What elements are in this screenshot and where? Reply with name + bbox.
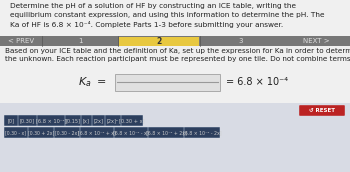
- FancyBboxPatch shape: [80, 127, 114, 138]
- Text: ↺ RESET: ↺ RESET: [309, 108, 335, 113]
- FancyBboxPatch shape: [54, 127, 79, 138]
- FancyBboxPatch shape: [184, 127, 219, 138]
- FancyBboxPatch shape: [5, 115, 18, 126]
- Text: 3: 3: [239, 38, 243, 44]
- Text: [2x]: [2x]: [93, 118, 104, 123]
- Text: Based on your ICE table and the definition of Ka, set up the expression for Ka i: Based on your ICE table and the definiti…: [5, 48, 350, 62]
- Text: [2x]²: [2x]²: [107, 118, 119, 123]
- Text: [0.30 - x]: [0.30 - x]: [6, 130, 27, 135]
- Text: 1: 1: [78, 38, 82, 44]
- Text: [0.30]: [0.30]: [20, 118, 35, 123]
- FancyBboxPatch shape: [105, 115, 121, 126]
- FancyBboxPatch shape: [114, 127, 148, 138]
- Bar: [0, 36, 350, 46]
- Text: [0.30 + 2x]: [0.30 + 2x]: [28, 130, 54, 135]
- Text: 2: 2: [156, 36, 162, 46]
- Text: < PREV: < PREV: [8, 38, 34, 44]
- Bar: [0, 103, 350, 172]
- Text: [0.15]: [0.15]: [65, 118, 80, 123]
- Text: =: =: [97, 77, 106, 87]
- FancyBboxPatch shape: [65, 115, 80, 126]
- Text: [0]: [0]: [7, 118, 15, 123]
- Text: [0.30 + x]: [0.30 + x]: [119, 118, 145, 123]
- Text: [6.8 × 10⁻⁴ - x]: [6.8 × 10⁻⁴ - x]: [113, 130, 149, 135]
- Text: [0.30 - 2x]: [0.30 - 2x]: [55, 130, 79, 135]
- FancyBboxPatch shape: [5, 127, 28, 138]
- Text: [6.8 × 10⁻⁴ + 2x]: [6.8 × 10⁻⁴ + 2x]: [146, 130, 187, 135]
- FancyBboxPatch shape: [148, 127, 184, 138]
- FancyBboxPatch shape: [19, 115, 37, 126]
- Bar: [119, 36, 199, 46]
- FancyBboxPatch shape: [92, 115, 105, 126]
- FancyBboxPatch shape: [121, 115, 142, 126]
- FancyBboxPatch shape: [37, 115, 65, 126]
- Text: = 6.8 × 10⁻⁴: = 6.8 × 10⁻⁴: [226, 77, 288, 87]
- Text: [6.8 × 10⁻⁴]: [6.8 × 10⁻⁴]: [36, 118, 66, 123]
- FancyBboxPatch shape: [82, 115, 92, 126]
- Text: Determine the pH of a solution of HF by constructing an ICE table, writing the
e: Determine the pH of a solution of HF by …: [10, 3, 324, 28]
- Bar: [115, 73, 220, 90]
- FancyBboxPatch shape: [299, 105, 345, 116]
- Text: $\mathit{K}_a$: $\mathit{K}_a$: [78, 75, 92, 89]
- Text: NEXT >: NEXT >: [303, 38, 329, 44]
- FancyBboxPatch shape: [28, 127, 54, 138]
- Text: [6.8 × 10⁻⁴ + x]: [6.8 × 10⁻⁴ + x]: [78, 130, 116, 135]
- Text: [6.8 × 10⁻⁴ - 2x]: [6.8 × 10⁻⁴ - 2x]: [183, 130, 221, 135]
- Text: [x]: [x]: [83, 118, 90, 123]
